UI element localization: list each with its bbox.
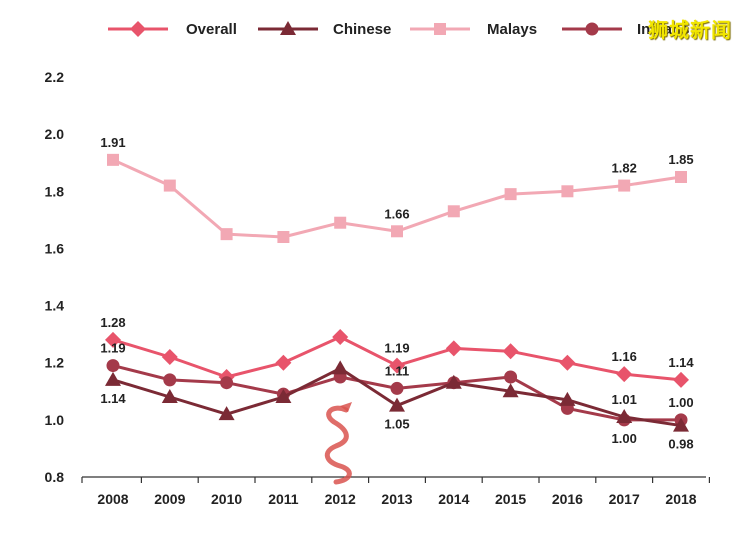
chart-legend: Overall Chinese Malays Indians: [108, 21, 690, 38]
data-point: [218, 406, 235, 421]
data-point: [220, 228, 233, 241]
legend-label: Chinese: [333, 21, 391, 38]
legend-label: Overall: [186, 21, 237, 38]
data-point: [107, 153, 119, 166]
data-point: [163, 373, 177, 387]
dragon-logo: [324, 402, 352, 485]
legend-marker: [130, 21, 146, 37]
data-label: 1.00: [612, 431, 637, 446]
legend-marker: [585, 22, 599, 36]
data-point: [616, 409, 633, 423]
data-label: 1.11: [385, 363, 410, 378]
data-point: [504, 370, 518, 384]
data-point: [502, 343, 519, 360]
data-point: [673, 417, 689, 432]
series-chinese: [105, 360, 689, 432]
x-tick-label: 2011: [268, 491, 299, 507]
data-point: [445, 340, 462, 357]
data-point: [389, 397, 405, 412]
data-point: [275, 354, 292, 371]
legend-item-chinese: Chinese: [258, 21, 391, 38]
y-tick-label: 1.2: [45, 355, 65, 371]
chart-series: [105, 153, 689, 432]
data-point: [161, 349, 178, 365]
data-point: [559, 354, 576, 371]
data-point: [618, 179, 631, 192]
data-label: 1.19: [384, 341, 409, 356]
data-label: 1.91: [100, 135, 125, 150]
data-label: 1.19: [100, 341, 125, 356]
data-label: 0.98: [668, 437, 693, 452]
y-tick-label: 2.0: [45, 126, 65, 142]
x-tick-label: 2018: [665, 491, 696, 507]
data-point: [616, 366, 633, 383]
chart-axes: 0.8 1.0 1.2 1.4 1.6 1.8 2.0 2.2 2008 2009 2010 2011…: [45, 69, 711, 507]
data-label: 1.85: [668, 152, 693, 167]
x-tick-label: 2016: [552, 491, 583, 507]
data-point: [389, 357, 405, 374]
y-tick-label: 1.6: [45, 240, 65, 256]
watermark-text: 狮城新闻: [648, 18, 732, 42]
data-point: [105, 331, 121, 348]
legend-label: Malays: [487, 21, 537, 38]
data-point: [391, 225, 403, 238]
data-point: [559, 391, 576, 406]
data-point: [445, 374, 462, 389]
data-point: [220, 376, 234, 390]
y-tick-label: 2.2: [45, 69, 65, 85]
legend-marker: [280, 21, 296, 35]
data-label: 1.14: [668, 355, 694, 370]
data-point: [334, 216, 347, 229]
y-tick-label: 1.4: [45, 298, 65, 314]
x-tick-label: 2015: [495, 491, 526, 507]
data-point: [161, 389, 178, 403]
data-label: 1.00: [668, 395, 693, 410]
series-overall: [105, 329, 689, 388]
legend-marker: [434, 23, 446, 35]
dragon-body: [324, 405, 352, 485]
data-point: [675, 171, 687, 183]
data-point: [163, 179, 176, 192]
x-tick-label: 2014: [438, 491, 469, 507]
data-point: [561, 185, 574, 198]
x-tick-label: 2009: [154, 491, 185, 507]
x-tick-label: 2008: [97, 491, 128, 507]
data-point: [277, 231, 290, 243]
data-label: 1.05: [384, 417, 409, 432]
x-tick-label: 2013: [381, 491, 412, 507]
y-tick-label: 1.0: [45, 412, 65, 428]
x-tick-label: 2010: [211, 491, 242, 507]
data-label: 1.66: [384, 206, 409, 221]
series-malays: [107, 153, 687, 243]
data-point: [447, 205, 460, 218]
data-point: [275, 389, 292, 403]
data-point: [332, 360, 349, 375]
x-tick-label: 2012: [325, 491, 356, 507]
data-label: 1.28: [100, 315, 125, 330]
data-point: [106, 359, 120, 373]
y-tick-label: 0.8: [45, 469, 65, 485]
dragon-head: [340, 402, 352, 412]
data-point: [105, 371, 121, 386]
data-point: [390, 381, 404, 395]
x-tick-label: 2017: [609, 491, 640, 507]
data-point: [504, 188, 517, 201]
legend-item-overall: Overall: [108, 21, 237, 38]
chart-data-labels: 1.91 1.66 1.82 1.85 1.28 1.19 1.16 1.14 1.19 1.11…: [100, 135, 694, 452]
data-point: [332, 329, 349, 345]
data-label: 1.16: [612, 349, 637, 364]
data-label: 1.14: [100, 391, 126, 406]
data-point: [673, 371, 689, 388]
y-tick-label: 1.8: [45, 183, 65, 199]
legend-item-malays: Malays: [410, 21, 537, 38]
data-label: 1.82: [612, 161, 637, 176]
data-label: 1.01: [612, 392, 637, 407]
legend-label: Indians: [637, 21, 690, 38]
data-point: [502, 383, 519, 398]
legend-item-indians: Indians: [562, 21, 690, 38]
